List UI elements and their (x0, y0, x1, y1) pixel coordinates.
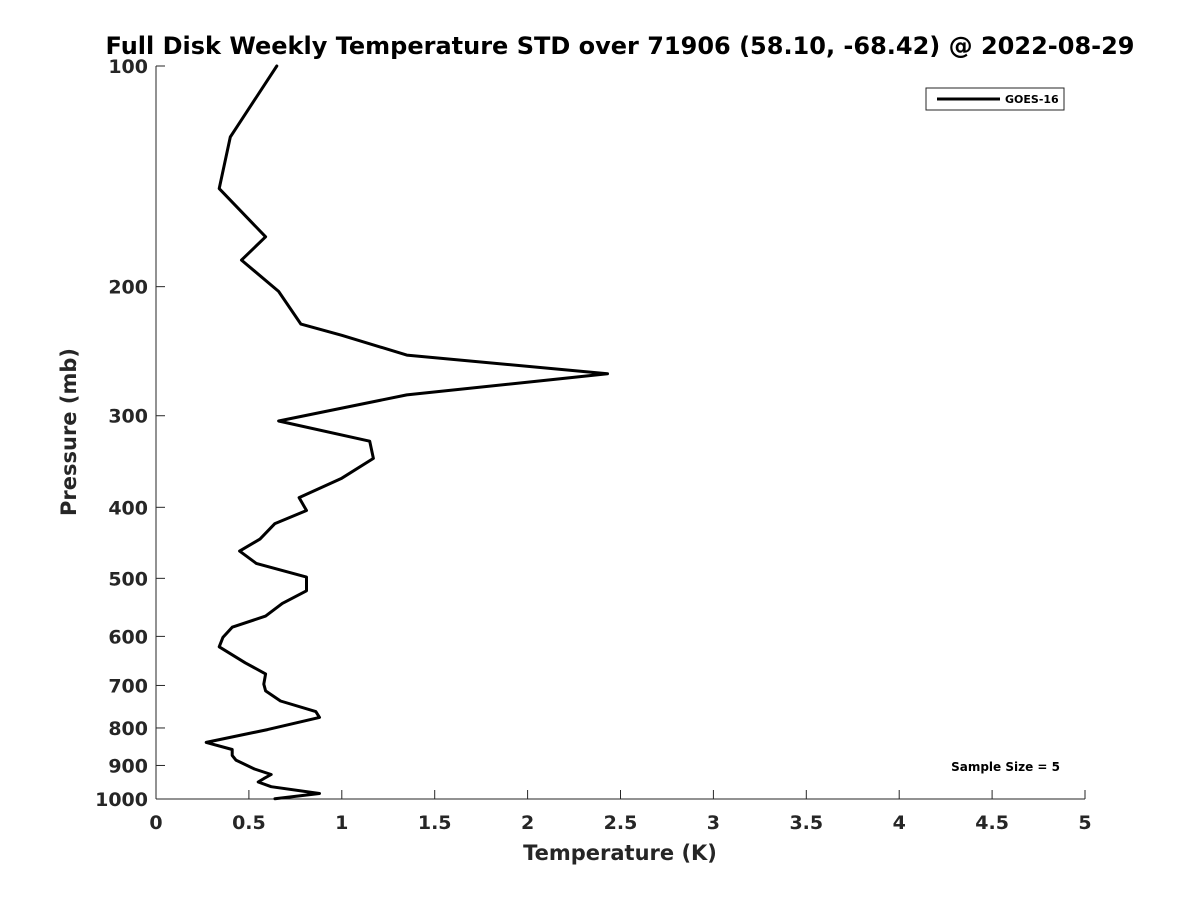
series-line-goes-16 (204, 64, 609, 801)
y-tick-label: 100 (108, 56, 148, 78)
y-ticks: 100 200 300 400 500 600 700 800 900 1000 (95, 56, 165, 811)
legend: GOES-16 (925, 87, 1065, 111)
y-tick-label: 500 (108, 568, 148, 590)
x-tick-label: 0 (149, 812, 162, 834)
y-tick-label: 700 (108, 675, 148, 697)
x-tick-label: 2.5 (604, 812, 638, 834)
chart-title: Full Disk Weekly Temperature STD over 71… (106, 32, 1135, 60)
legend-label: GOES-16 (1005, 93, 1059, 106)
x-ticks: 0 0.5 1 1.5 2 2.5 3 3.5 4 4.5 5 (149, 790, 1092, 834)
y-tick-label: 800 (108, 718, 148, 740)
y-tick-label: 200 (108, 277, 148, 299)
x-tick-label: 2 (521, 812, 534, 834)
y-tick-label: 600 (108, 626, 148, 648)
y-tick-label: 1000 (95, 789, 148, 811)
y-tick-label: 400 (108, 497, 148, 519)
x-tick-label: 4 (893, 812, 906, 834)
x-tick-label: 3 (707, 812, 720, 834)
sample-size-annotation: Sample Size = 5 (951, 760, 1060, 774)
x-tick-label: 4.5 (975, 812, 1009, 834)
y-axis-label: Pressure (mb) (57, 348, 81, 516)
x-tick-label: 1 (335, 812, 348, 834)
axes (155, 66, 1085, 800)
series-group (204, 64, 609, 801)
x-tick-label: 1.5 (418, 812, 452, 834)
y-tick-label: 300 (108, 406, 148, 428)
x-tick-label: 0.5 (232, 812, 266, 834)
x-axis-label: Temperature (K) (523, 841, 717, 865)
x-tick-label: 5 (1078, 812, 1091, 834)
x-tick-label: 3.5 (789, 812, 823, 834)
y-tick-label: 900 (108, 755, 148, 777)
